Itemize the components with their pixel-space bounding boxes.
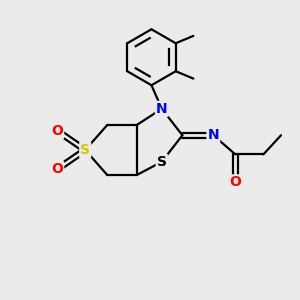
Text: N: N (156, 102, 168, 116)
Text: O: O (51, 124, 63, 138)
Text: O: O (51, 162, 63, 176)
Text: S: S (80, 143, 90, 157)
Text: O: O (230, 176, 241, 189)
Text: N: N (208, 128, 219, 142)
Text: S: S (157, 155, 167, 169)
